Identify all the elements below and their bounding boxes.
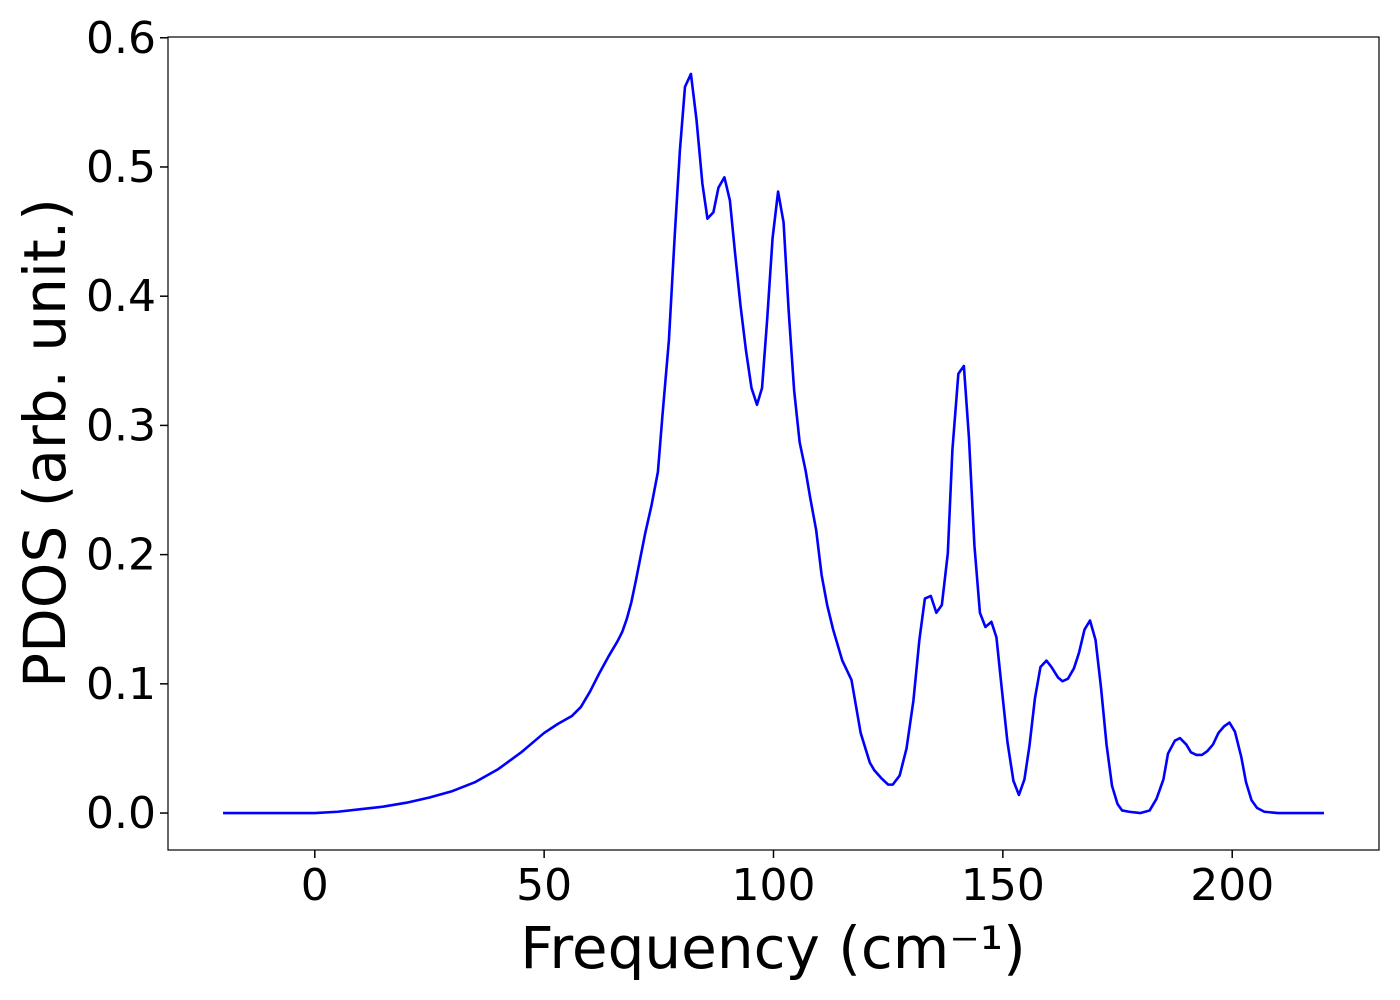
- x-axis-label: Frequency (cm⁻¹): [520, 914, 1026, 982]
- y-tick-label: 0.3: [86, 400, 156, 451]
- y-tick-label: 0.5: [86, 142, 156, 193]
- x-tick-label: 150: [961, 860, 1045, 911]
- y-tick-label: 0.1: [86, 659, 156, 710]
- x-tick-label: 100: [732, 860, 816, 911]
- y-tick-label: 0.0: [86, 788, 156, 839]
- y-tick-label: 0.6: [86, 13, 156, 64]
- plot-frame: [167, 36, 1380, 851]
- y-tick-label: 0.2: [86, 530, 156, 581]
- y-tick-label: 0.4: [86, 271, 156, 322]
- x-tick-label: 200: [1190, 860, 1274, 911]
- x-tick-label: 50: [516, 860, 572, 911]
- y-axis-label: PDOS (arb. unit.): [11, 198, 79, 688]
- x-tick-label: 0: [301, 860, 329, 911]
- line-series: [223, 72, 1324, 815]
